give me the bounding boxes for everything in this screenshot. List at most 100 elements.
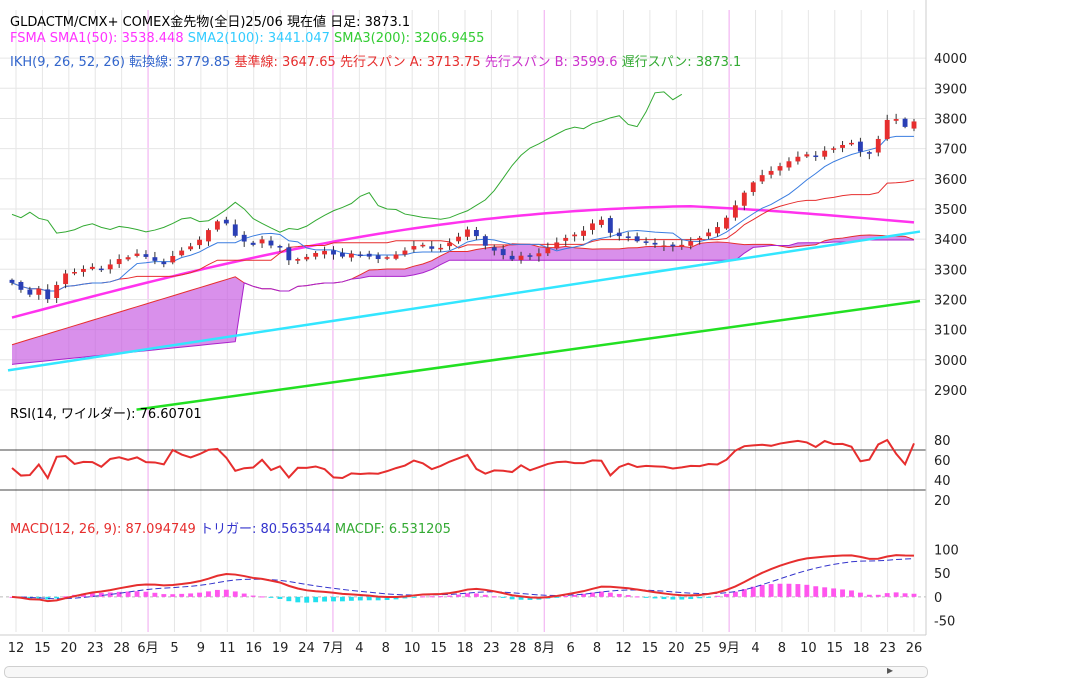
senkou-a-label: 先行スパン A: 3713.75	[339, 55, 481, 70]
macd-histogram-bar	[697, 596, 703, 599]
candle-body	[322, 250, 328, 255]
sma2-label: SMA2(100): 3441.047	[187, 31, 330, 46]
macd-histogram-bar	[36, 596, 42, 599]
macd-histogram-bar	[518, 596, 524, 600]
macd-legend: MACD(12, 26, 9): 87.094749 トリガー: 80.5635…	[10, 518, 451, 537]
candle-body	[179, 250, 185, 256]
candle-body	[45, 289, 51, 300]
candle-body	[697, 237, 703, 241]
x-tick-label: 26	[906, 641, 923, 656]
macd-histogram-bar	[45, 596, 51, 600]
macd-histogram-bar	[331, 596, 336, 602]
macd-histogram-bar	[223, 589, 229, 597]
macd-histogram-bar	[420, 596, 426, 598]
candle-body	[902, 118, 908, 127]
candle-body	[509, 255, 515, 260]
macd-histogram-bar	[625, 595, 631, 597]
macd-tick-label: 100	[934, 543, 959, 558]
macd-histogram-bar	[89, 592, 95, 597]
candle-body	[107, 264, 113, 270]
candle-body	[857, 141, 863, 152]
x-tick-label: 15	[430, 641, 447, 656]
candle-body	[491, 247, 497, 251]
senkou-span-a-line	[11, 234, 915, 346]
macd-histogram-bar	[884, 593, 890, 597]
candle-body	[411, 246, 417, 250]
macd-histogram-bar	[179, 593, 185, 597]
macd-histogram-bar	[590, 592, 595, 597]
candle-body	[840, 144, 845, 148]
macd-histogram-bar	[500, 596, 506, 598]
candle-body	[598, 219, 604, 225]
senkou-span-b-line	[11, 239, 914, 365]
macd-histogram-bar	[116, 591, 122, 597]
candle-body	[161, 261, 167, 265]
x-tick-label: 28	[113, 641, 130, 656]
x-tick-label: 4	[751, 641, 759, 656]
macd-histogram-bar	[607, 592, 613, 597]
candle-body	[643, 241, 649, 243]
macd-histogram-bar	[902, 593, 908, 597]
candle-body	[777, 166, 783, 171]
x-tick-label: 20	[668, 641, 685, 656]
candle-body	[804, 154, 810, 157]
macd-histogram-bar	[125, 591, 131, 597]
macd-histogram-bar	[54, 596, 60, 599]
tenkan-line	[11, 135, 914, 292]
x-tick-label: 28	[510, 641, 527, 656]
macd-histogram-bar	[447, 595, 453, 597]
macd-histogram-bar	[795, 584, 801, 597]
candle-body	[143, 254, 149, 257]
macd-histogram-bar	[438, 596, 444, 598]
candle-body	[500, 249, 506, 256]
candle-body	[170, 256, 176, 263]
candle-body	[197, 239, 202, 246]
candle-body	[340, 252, 345, 257]
sma2-line	[7, 230, 921, 372]
price-tick-label: 3200	[934, 293, 967, 308]
macd-histogram-bar	[831, 588, 837, 597]
candle-body	[884, 119, 890, 140]
x-tick-label: 25	[694, 641, 711, 656]
candle-body	[688, 241, 694, 246]
candle-body	[9, 279, 15, 283]
scroll-right-icon[interactable]: ▸	[886, 663, 894, 677]
candle-body	[911, 121, 917, 129]
price-tick-label: 3500	[934, 203, 967, 218]
candle-body	[456, 236, 461, 242]
macd-histogram-bar	[402, 596, 408, 599]
macd-histogram-bar	[679, 596, 685, 600]
macd-histogram-bar	[715, 595, 720, 597]
ichimoku-cloud	[12, 235, 914, 365]
x-tick-label: 11	[219, 641, 236, 656]
sma1-line	[11, 205, 915, 319]
macd-histogram-bar	[63, 596, 69, 598]
candle-body	[634, 236, 640, 242]
candle-body	[679, 244, 685, 247]
candle-body	[875, 138, 881, 153]
sma3-line	[136, 299, 921, 411]
candle-body	[616, 232, 622, 237]
horizontal-scrollbar[interactable]	[4, 666, 928, 678]
chikou-line	[11, 91, 683, 234]
macd-histogram-bar	[313, 596, 319, 603]
macd-histogram-bar	[491, 596, 497, 598]
candle-body	[277, 246, 283, 248]
macd-histogram-bar	[232, 591, 238, 597]
macd-histogram-bar	[259, 596, 265, 598]
macd-line	[11, 554, 915, 603]
candle-body	[429, 246, 435, 249]
candle-body	[465, 229, 470, 237]
macd-histogram-bar	[268, 596, 274, 598]
candle-body	[652, 242, 658, 245]
ikh-legend: IKH(9, 26, 52, 26) 転換線: 3779.85 基準線: 364…	[10, 51, 741, 70]
candle-body	[98, 268, 104, 271]
price-tick-label: 3000	[934, 354, 967, 369]
candle-body	[715, 227, 720, 234]
candle-body	[447, 242, 453, 247]
candle-body	[420, 244, 426, 247]
price-tick-label: 3700	[934, 143, 967, 158]
macd-trigger-line	[11, 558, 915, 600]
macd-histogram-bar	[652, 596, 658, 599]
